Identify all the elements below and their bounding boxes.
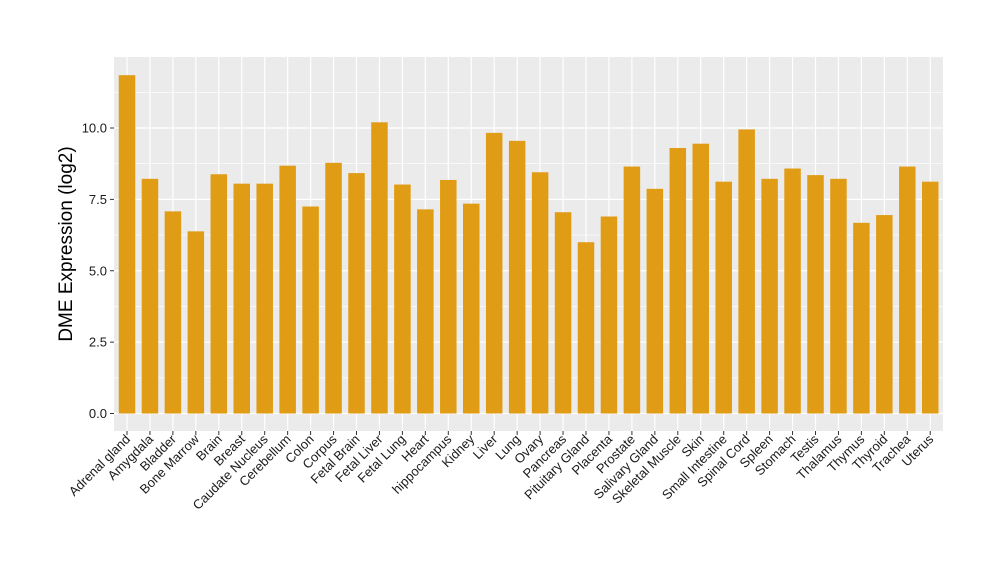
bar xyxy=(508,140,526,414)
bar xyxy=(577,242,595,414)
bar xyxy=(853,222,870,414)
bar xyxy=(531,172,549,414)
bar xyxy=(187,231,205,414)
bar xyxy=(876,215,893,414)
bar xyxy=(325,162,342,414)
y-axis-title: DME Expression (log2) xyxy=(56,146,77,341)
bar xyxy=(669,147,687,414)
bar xyxy=(554,212,572,414)
bar xyxy=(485,132,503,414)
bar xyxy=(692,143,709,414)
plot-panel xyxy=(114,57,943,431)
y-tick-label: 2.5 xyxy=(89,335,107,350)
y-tick-label: 7.5 xyxy=(89,192,107,207)
bar xyxy=(830,178,847,414)
bar xyxy=(899,166,916,414)
bar xyxy=(371,122,388,414)
bar xyxy=(761,178,778,414)
bar xyxy=(256,183,273,414)
bar xyxy=(210,174,228,414)
bar xyxy=(440,179,457,414)
bar xyxy=(646,188,664,414)
bar xyxy=(738,129,755,414)
bar xyxy=(279,165,296,414)
y-axis: 0.0 2.5 5.0 7.5 10.0 xyxy=(82,121,114,421)
bars xyxy=(118,75,939,414)
bar xyxy=(302,206,319,414)
bar xyxy=(600,216,618,414)
bar xyxy=(922,181,939,414)
bar xyxy=(623,166,641,414)
bar xyxy=(164,211,182,414)
x-tick-label: Liver xyxy=(470,431,501,462)
bar xyxy=(394,184,411,414)
y-tick-label: 10.0 xyxy=(82,121,107,136)
bar xyxy=(118,75,136,414)
bar xyxy=(784,168,801,414)
bar xyxy=(715,181,732,414)
y-tick-label: 5.0 xyxy=(89,263,107,278)
bar xyxy=(417,209,434,414)
y-tick-label: 0.0 xyxy=(89,406,107,421)
bar xyxy=(233,183,250,414)
bar xyxy=(807,175,824,414)
bar xyxy=(348,173,365,414)
bar xyxy=(141,178,159,414)
bar xyxy=(463,203,480,414)
